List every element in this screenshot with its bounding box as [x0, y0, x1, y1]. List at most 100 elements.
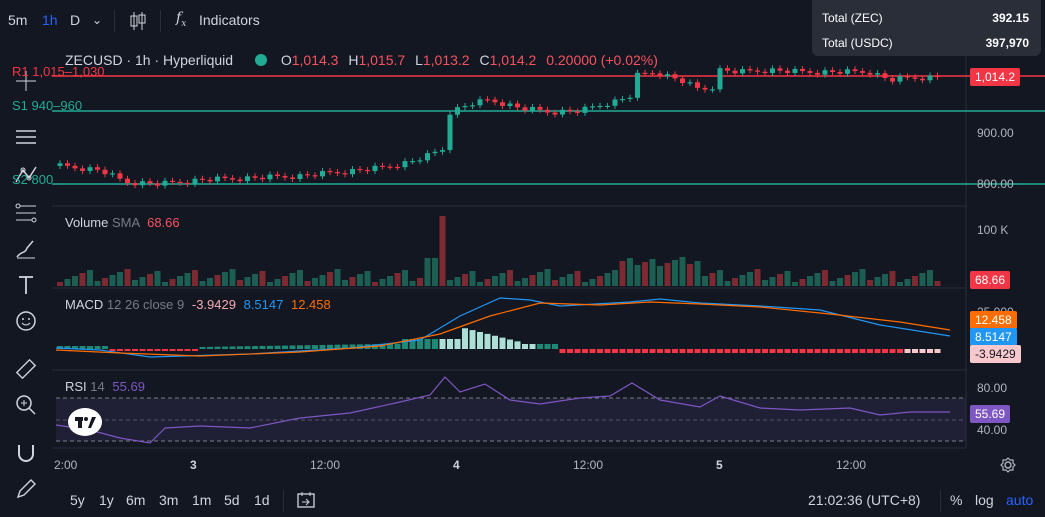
candle-body [342, 173, 348, 175]
range-6m[interactable]: 6m [126, 492, 146, 508]
volume-bar [649, 259, 656, 286]
volume-bar [807, 276, 813, 286]
candle-body [500, 102, 505, 107]
range-5y[interactable]: 5y [70, 492, 85, 508]
candle-body [620, 99, 625, 101]
range-1y[interactable]: 1y [99, 492, 114, 508]
trend-line-icon[interactable] [13, 162, 39, 188]
volume-bar [912, 276, 918, 286]
range-1m[interactable]: 1m [192, 492, 212, 508]
candle-body [222, 176, 228, 179]
candle-body [312, 175, 318, 177]
pencil-icon[interactable] [13, 476, 39, 502]
candle-body [447, 114, 453, 151]
price-tick: 800.00 [977, 177, 1014, 191]
interval-d[interactable]: D [70, 12, 81, 28]
text-tool-icon[interactable] [13, 272, 39, 298]
volume-bar [312, 278, 318, 286]
interval-5m[interactable]: 5m [8, 12, 28, 28]
candle-body [650, 73, 655, 75]
rsi-title[interactable]: RSI [65, 379, 87, 394]
macd-histogram-bar [499, 337, 506, 349]
range-5d[interactable]: 5d [224, 492, 240, 508]
volume-bar [334, 269, 341, 286]
indicators-icon[interactable]: fx [176, 10, 187, 29]
macd-histogram-bar [934, 349, 941, 353]
settings-gear-icon[interactable] [999, 456, 1017, 479]
range-3m[interactable]: 3m [159, 492, 179, 508]
interval-chevron-down-icon[interactable]: ⌄ [92, 13, 103, 27]
percent-scale-toggle[interactable]: % [950, 492, 963, 508]
macd-histogram-bar [882, 349, 888, 353]
macd-histogram-bar [807, 349, 813, 353]
clock-display[interactable]: 21:02:36 (UTC+8) [808, 492, 921, 508]
volume-bar [867, 280, 873, 286]
log-scale-toggle[interactable]: log [975, 492, 994, 508]
macd-histogram-bar [244, 346, 251, 349]
volume-tag: 68.66 [970, 271, 1011, 289]
macd-line-value: 8.5147 [243, 297, 284, 312]
brush-icon[interactable] [13, 236, 39, 262]
volume-bar [327, 272, 333, 286]
candle-body [635, 72, 640, 98]
candle-body [432, 151, 438, 154]
macd-histogram-bar [259, 345, 266, 349]
interval-1h[interactable]: 1h [42, 12, 58, 28]
ruler-icon[interactable] [13, 356, 39, 382]
volume-bar [799, 279, 806, 286]
candle-body [387, 166, 393, 168]
candle-body [537, 106, 543, 110]
candle-body [800, 68, 805, 72]
price-tick: 900.00 [977, 126, 1014, 140]
range-1d[interactable]: 1d [254, 492, 270, 508]
low-value: 1,013.2 [422, 52, 470, 68]
calendar-goto-icon[interactable] [296, 490, 316, 513]
macd-histogram-bar [169, 349, 176, 351]
volume-bar [304, 281, 311, 286]
candle-body [747, 69, 753, 71]
volume-bar [124, 269, 131, 286]
candle-body [545, 109, 550, 113]
candle-body [140, 181, 145, 186]
macd-histogram-bar [702, 349, 708, 353]
rsi-tick: 80.00 [977, 381, 1008, 395]
volume-bar [184, 273, 191, 286]
macd-histogram-bar [664, 349, 671, 353]
candles-icon[interactable] [128, 10, 148, 35]
auto-scale-toggle[interactable]: auto [1006, 492, 1034, 508]
zoom-in-icon[interactable] [13, 392, 39, 418]
fib-retracement-icon[interactable] [13, 200, 39, 226]
crosshair-icon[interactable] [13, 68, 39, 94]
volume-bar [829, 281, 836, 286]
macd-histogram-bar [454, 339, 461, 349]
macd-histogram-bar [342, 344, 348, 349]
candle-body [732, 70, 738, 74]
macd-histogram-bar [304, 345, 311, 349]
macd-histogram-bar [912, 349, 918, 353]
symbol-name[interactable]: ZECUSD · 1h · Hyperliquid [65, 52, 234, 68]
volume-bar [837, 278, 843, 286]
time-tick: 2:00 [54, 458, 78, 472]
macd-line-tag: 8.5147 [970, 328, 1017, 346]
macd-histogram-bar [597, 349, 603, 353]
volume-bar [552, 280, 558, 286]
emoji-icon[interactable] [13, 308, 39, 334]
candle-body [680, 78, 685, 84]
volume-bar [672, 260, 678, 286]
macd-title[interactable]: MACD [65, 297, 104, 312]
open-value: 1,014.3 [291, 52, 339, 68]
macd-histogram-bar [319, 344, 326, 349]
volume-title[interactable]: Volume [65, 215, 109, 230]
magnet-icon[interactable] [13, 440, 39, 466]
horizontal-lines-icon[interactable] [13, 124, 39, 150]
macd-histogram-bar [102, 346, 108, 349]
macd-histogram-bar [439, 339, 446, 349]
indicators-button[interactable]: Indicators [199, 12, 260, 28]
volume-bar [657, 266, 663, 286]
macd-histogram-bar [387, 343, 393, 349]
candle-body [627, 97, 633, 99]
tradingview-logo[interactable] [68, 408, 102, 436]
candle-body [252, 176, 258, 178]
candle-body [890, 78, 895, 82]
